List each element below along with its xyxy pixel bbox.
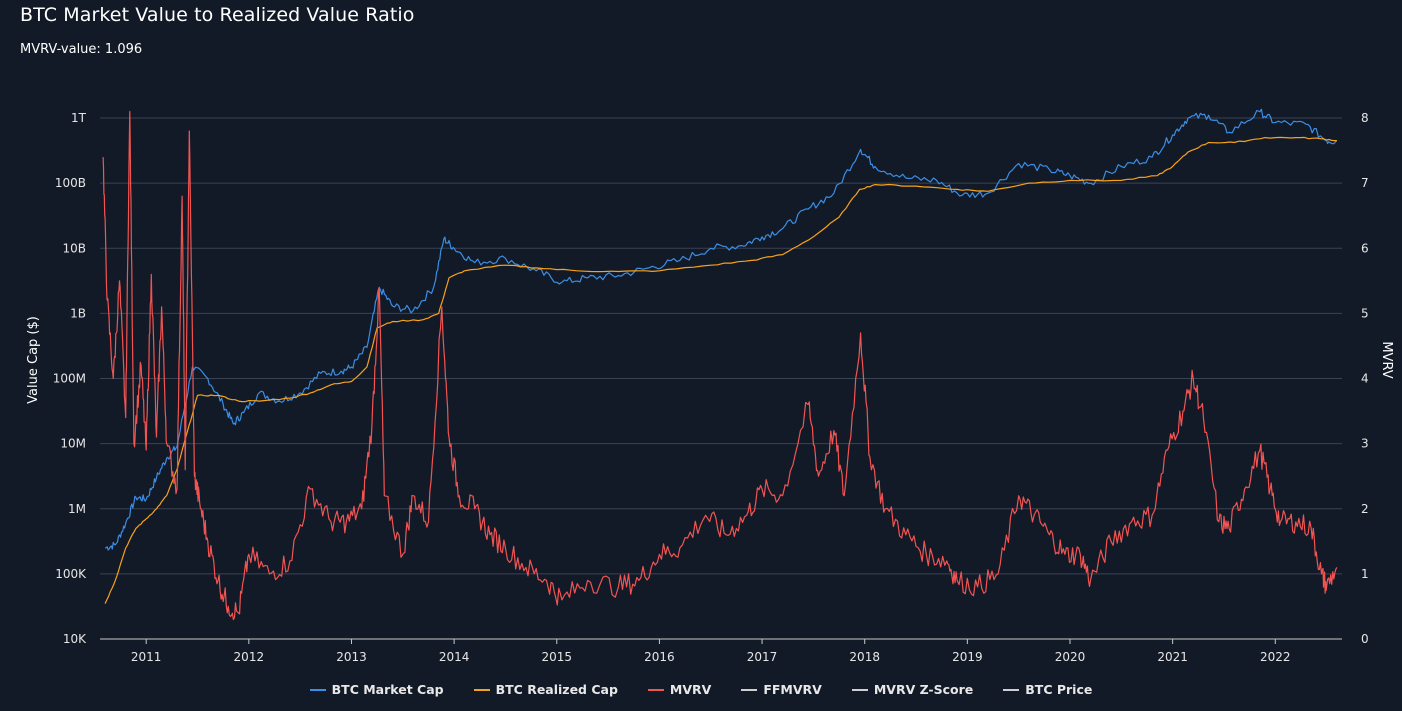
legend-label: BTC Market Cap	[331, 682, 444, 697]
y-tick-label-left: 10M	[60, 437, 86, 451]
y-tick-label-left: 10B	[62, 241, 86, 255]
y-tick-label-right: 5	[1361, 306, 1369, 320]
y-axis-title-right: MVRV	[1379, 341, 1394, 378]
y-tick-label-left: 10K	[63, 632, 87, 646]
y-tick-label-right: 7	[1361, 176, 1369, 190]
y-tick-label-right: 4	[1361, 372, 1369, 386]
y-tick-label-right: 8	[1361, 111, 1369, 125]
legend-item-ffmvrv[interactable]: FFMVRV	[741, 682, 822, 697]
y-tick-label-right: 6	[1361, 241, 1369, 255]
y-axis-title-left: Value Cap ($)	[26, 316, 41, 404]
x-tick-label: 2011	[131, 650, 162, 664]
y-tick-label-right: 2	[1361, 502, 1369, 516]
x-tick-label: 2016	[644, 650, 675, 664]
chart-subtitle: MVRV-value: 1.096	[20, 42, 143, 57]
series-line-btc-market-cap	[104, 108, 1337, 551]
series-layer	[102, 108, 1338, 621]
x-tick-label: 2012	[234, 650, 265, 664]
chart-title: BTC Market Value to Realized Value Ratio	[20, 4, 415, 26]
y-tick-label-right: 1	[1361, 567, 1369, 581]
y-tick-label-left: 100K	[55, 567, 87, 581]
x-tick-label: 2013	[336, 650, 367, 664]
legend-label: MVRV Z-Score	[873, 682, 974, 697]
y-tick-label-left: 1T	[71, 111, 87, 125]
legend-swatch	[741, 688, 758, 691]
legend-swatch	[473, 688, 490, 691]
legend-item-btc-price[interactable]: BTC Price	[1003, 682, 1092, 697]
legend-item-mvrv[interactable]: MVRV	[647, 682, 712, 697]
y-tick-label-left: 1M	[68, 502, 86, 516]
axes: 10K 100K 1M 10M 100M 1B 10B 100B 1T 0 1 2 3 4 5 6 7 8 2011…	[53, 111, 1369, 664]
x-tick-label: 2015	[541, 650, 572, 664]
legend-item-btc-market-cap[interactable]: BTC Market Cap	[309, 682, 444, 697]
x-tick-label: 2017	[747, 650, 778, 664]
x-tick-label: 2020	[1055, 650, 1086, 664]
x-tick-label: 2022	[1260, 650, 1291, 664]
legend-swatch	[851, 688, 868, 691]
y-tick-label-right: 3	[1361, 437, 1369, 451]
legend-label: MVRV	[669, 682, 712, 697]
y-tick-label-left: 100B	[55, 176, 86, 190]
x-tick-label: 2014	[439, 650, 470, 664]
legend-item-btc-realized-cap[interactable]: BTC Realized Cap	[473, 682, 618, 697]
legend: BTC Market Cap BTC Realized Cap MVRV FFMVRV…	[0, 682, 1402, 697]
legend-swatch	[309, 688, 326, 691]
legend-label: BTC Price	[1025, 682, 1093, 697]
legend-swatch	[647, 688, 664, 691]
legend-label: FFMVRV	[763, 682, 822, 697]
series-line-btc-realized-cap	[104, 136, 1337, 604]
x-tick-label: 2019	[952, 650, 983, 664]
y-tick-label-left: 100M	[53, 372, 86, 386]
legend-item-mvrv-z-score[interactable]: MVRV Z-Score	[851, 682, 974, 697]
series-line-mvrv	[102, 110, 1338, 621]
y-tick-label-right: 0	[1361, 632, 1369, 646]
legend-swatch	[1003, 688, 1020, 691]
y-tick-label-left: 1B	[70, 306, 86, 320]
x-tick-label: 2021	[1157, 650, 1188, 664]
x-tick-label: 2018	[849, 650, 880, 664]
gridlines	[100, 117, 1342, 575]
legend-label: BTC Realized Cap	[495, 682, 618, 697]
